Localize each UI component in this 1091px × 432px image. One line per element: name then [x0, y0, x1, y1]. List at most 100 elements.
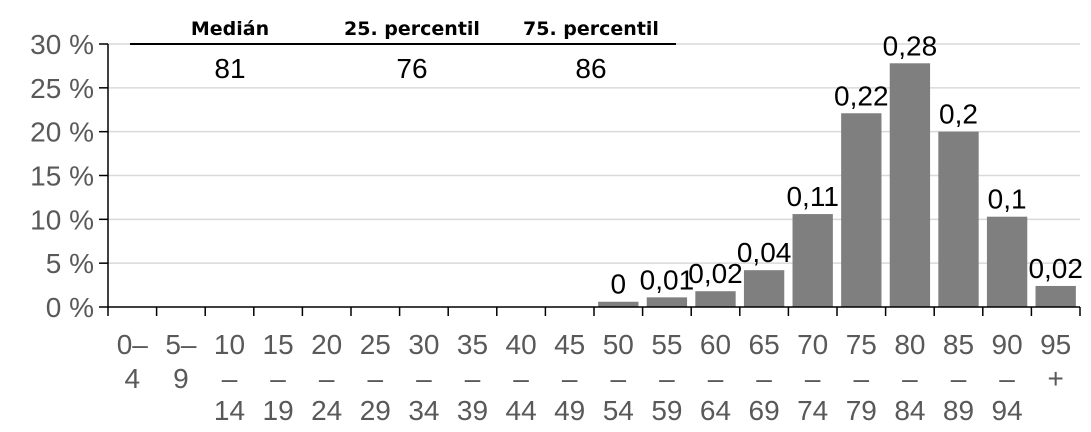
x-tick-label-line: – — [902, 363, 918, 394]
x-tick-label-line: – — [659, 363, 675, 394]
x-tick-label-line: 30 — [408, 329, 439, 360]
data-label: 0,04 — [737, 237, 792, 268]
y-tick-label: 25 % — [30, 73, 94, 104]
x-tick-label-line: + — [1048, 363, 1064, 394]
x-tick-label-line: 80 — [894, 329, 925, 360]
x-tick-label: 65–69 — [749, 329, 780, 426]
x-tick-label: 70–74 — [797, 329, 828, 426]
x-tick-label-line: 24 — [311, 395, 342, 426]
x-tick-label-line: 69 — [749, 395, 780, 426]
bar — [695, 291, 736, 307]
bar — [841, 113, 882, 307]
x-tick-label-line: 40 — [506, 329, 537, 360]
x-tick-label-line: 5– — [165, 329, 197, 360]
data-label: 0,1 — [988, 184, 1027, 215]
x-tick-label-line: 94 — [992, 395, 1023, 426]
x-tick-label-line: – — [368, 363, 384, 394]
x-tick-label-line: 44 — [506, 395, 537, 426]
x-tick-label: 20–24 — [311, 329, 342, 426]
x-tick-label: 25–29 — [360, 329, 391, 426]
x-tick-label: 5– 9 — [165, 329, 197, 394]
x-tick-label-line: 70 — [797, 329, 828, 360]
x-tick-label-line: – — [611, 363, 627, 394]
bar — [646, 297, 688, 307]
x-tick-label-line: 85 — [943, 329, 974, 360]
x-tick-label-line: 4 — [125, 363, 141, 394]
x-tick-label-line: 74 — [797, 395, 828, 426]
x-tick-label-line: 90 — [992, 329, 1023, 360]
data-label: 0,28 — [883, 30, 938, 61]
x-tick-label: 0– 4 — [117, 329, 149, 394]
data-labels: 0 0,010,020,040,110,220,280,20,10,02 — [611, 30, 1083, 299]
x-tick-label-line: – — [756, 363, 772, 394]
x-tick-label-line: – — [999, 363, 1015, 394]
y-tick-label: 10 % — [30, 204, 94, 235]
x-tick-label-line: 64 — [700, 395, 731, 426]
y-tick-label: 20 % — [30, 117, 94, 148]
bar — [889, 63, 931, 307]
x-tick-label-line: 95 — [1040, 329, 1071, 360]
data-label: 0,02 — [1028, 253, 1083, 284]
x-tick-label-line: 54 — [603, 395, 634, 426]
x-tick-label: 55–59 — [651, 329, 682, 426]
x-tick-label-line: 35 — [457, 329, 488, 360]
x-tick-label-line: – — [562, 363, 578, 394]
data-label: 0,02 — [688, 258, 743, 289]
x-tick-label-line: 19 — [263, 395, 294, 426]
x-tick-label-line: 39 — [457, 395, 488, 426]
x-tick-label-line: 84 — [894, 395, 925, 426]
x-tick-label-line: 59 — [651, 395, 682, 426]
bar — [938, 131, 979, 307]
x-tick-label-line: 15 — [263, 329, 294, 360]
x-tick-label-line: 34 — [408, 395, 439, 426]
x-tick-label: 30–34 — [408, 329, 439, 426]
x-tick-label: 15–19 — [263, 329, 294, 426]
median-value: 81 — [214, 53, 245, 84]
bars — [598, 63, 1076, 307]
x-tick-label-line: 14 — [214, 395, 245, 426]
x-tick-label-line: 75 — [846, 329, 877, 360]
x-tick-label-line: – — [708, 363, 724, 394]
x-axis: 0– 45– 910–1415–1920–2425–2930–3435–3940–4… — [107, 306, 1081, 426]
x-tick-label-line: – — [805, 363, 821, 394]
x-tick-label-line: – — [222, 363, 238, 394]
x-tick-label-line: – — [465, 363, 481, 394]
x-tick-label-line: 60 — [700, 329, 731, 360]
p75-header: 75. percentil — [523, 18, 659, 40]
x-tick-label: 40–44 — [506, 329, 537, 426]
median-header: Medián — [191, 18, 269, 40]
x-tick-label-line: 89 — [943, 395, 974, 426]
bar — [792, 214, 833, 307]
x-tick-label: 60–64 — [700, 329, 731, 426]
summary-table: Medián 25. percentil 75. percentil 81 76… — [130, 18, 676, 84]
x-tick-label-line: 55 — [651, 329, 682, 360]
x-tick-label-line: 10 — [214, 329, 245, 360]
x-tick-label-line: – — [951, 363, 967, 394]
data-label: 0,01 — [640, 264, 695, 295]
x-tick-label-line: – — [270, 363, 286, 394]
data-label: 0,22 — [834, 80, 889, 111]
y-tick-label: 15 % — [30, 161, 94, 192]
x-tick-label: 95 + — [1040, 329, 1071, 394]
x-tick-label-line: 50 — [603, 329, 634, 360]
p75-value: 86 — [575, 53, 606, 84]
x-tick-label-line: – — [319, 363, 335, 394]
x-tick-label-line: 79 — [846, 395, 877, 426]
bar — [1035, 285, 1076, 307]
data-label: 0,2 — [939, 99, 978, 130]
p25-value: 76 — [396, 53, 427, 84]
x-tick-label-line: 25 — [360, 329, 391, 360]
x-tick-label-line: – — [513, 363, 529, 394]
x-tick-label-line: – — [416, 363, 432, 394]
x-tick-label-line: 9 — [173, 363, 189, 394]
x-tick-label: 85–89 — [943, 329, 974, 426]
x-tick-label-line: 0– — [117, 329, 149, 360]
x-tick-label: 35–39 — [457, 329, 488, 426]
y-tick-label: 0 % — [46, 292, 94, 323]
x-tick-label: 75–79 — [846, 329, 877, 426]
bar — [743, 270, 785, 307]
x-tick-label-line: 29 — [360, 395, 391, 426]
x-tick-label-line: 65 — [749, 329, 780, 360]
y-axis: 0 % 5 % 10 % 15 % 20 % 25 % 30 % — [30, 29, 109, 323]
